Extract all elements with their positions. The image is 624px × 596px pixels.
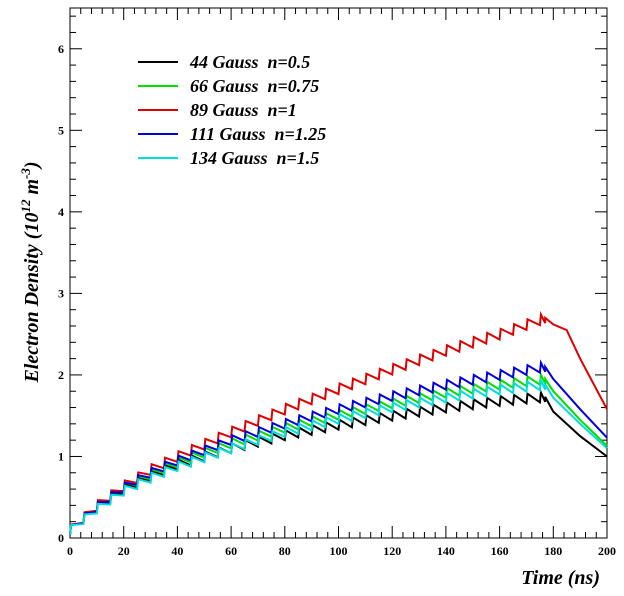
- plot-frame: [69, 7, 608, 539]
- x-tick-label: 40: [171, 544, 183, 558]
- series-line-2: [69, 310, 608, 536]
- legend-label: 89 Gauss n=1: [190, 100, 297, 120]
- legend-label: 134 Gauss n=1.5: [190, 148, 319, 168]
- legend-label: 111 Gauss n=1.25: [190, 124, 326, 144]
- x-tick-label: 120: [383, 544, 401, 558]
- legend-label: 66 Gauss n=0.75: [190, 76, 319, 96]
- x-tick-label: 60: [225, 544, 237, 558]
- y-axis-title: Electron Density (1012 m-3): [18, 161, 43, 383]
- y-axis-title-exp1: 12: [18, 199, 33, 213]
- x-tick-label: 20: [118, 544, 130, 558]
- x-tick-label: 140: [437, 544, 455, 558]
- y-tick-label: 4: [58, 205, 64, 219]
- x-tick-label: 180: [544, 544, 562, 558]
- x-tick-label: 100: [330, 544, 348, 558]
- y-axis-title-exp2: -3: [18, 168, 33, 179]
- x-tick-label: 0: [67, 544, 73, 558]
- y-axis-title-end: ): [21, 161, 43, 170]
- legend: 44 Gauss n=0.5 66 Gauss n=0.75 89 Gauss n=…: [138, 52, 326, 168]
- x-tick-label: 80: [279, 544, 291, 558]
- x-axis-title: Time (ns): [521, 567, 600, 589]
- y-tick-label: 2: [58, 368, 64, 382]
- series-lines: [69, 310, 608, 536]
- y-tick-label: 1: [58, 449, 64, 463]
- y-tick-label: 5: [58, 123, 64, 137]
- y-tick-label: 3: [58, 286, 64, 300]
- legend-label: 44 Gauss n=0.5: [189, 52, 310, 72]
- x-tick-label: 200: [598, 544, 616, 558]
- y-tick-label: 6: [58, 42, 64, 56]
- axis-ticks: [69, 8, 608, 539]
- x-tick-label: 160: [491, 544, 509, 558]
- y-tick-label: 0: [58, 531, 64, 545]
- y-axis-title-base: Electron Density (10: [21, 213, 43, 384]
- y-axis-title-mid: m: [21, 179, 43, 200]
- tick-labels: 0 20 40 60 80 100 120 140 160 180 200 0 1 2 3 4 5 6: [58, 42, 616, 558]
- series-line-4: [69, 376, 608, 535]
